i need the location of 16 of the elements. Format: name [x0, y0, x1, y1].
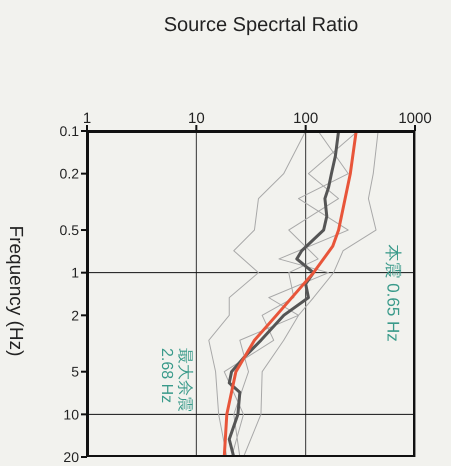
y-tick-label: 2	[71, 307, 80, 324]
annotation: 最大余震 2.68 Hz	[157, 348, 193, 414]
y-tick-label: 10	[63, 406, 80, 422]
y-tick-label: 20	[63, 448, 80, 465]
x-tick-label: 10	[188, 110, 205, 127]
x-tick-label: 1	[82, 110, 92, 127]
x-tick-label: 1000	[398, 110, 432, 127]
y-axis-title: Frequency (Hz)	[4, 224, 26, 358]
x-tick-label: 100	[293, 110, 318, 127]
x-axis-title: Source Specrtal Ratio	[162, 14, 360, 37]
y-tick-label: 1	[71, 264, 80, 281]
y-tick-label: 0.1	[60, 122, 80, 139]
annotation: 本震 0.65 Hz	[382, 244, 404, 344]
y-tick-label: 5	[71, 364, 80, 380]
y-tick-label: 0.2	[60, 166, 80, 182]
y-tick-label: 0.5	[60, 222, 80, 238]
